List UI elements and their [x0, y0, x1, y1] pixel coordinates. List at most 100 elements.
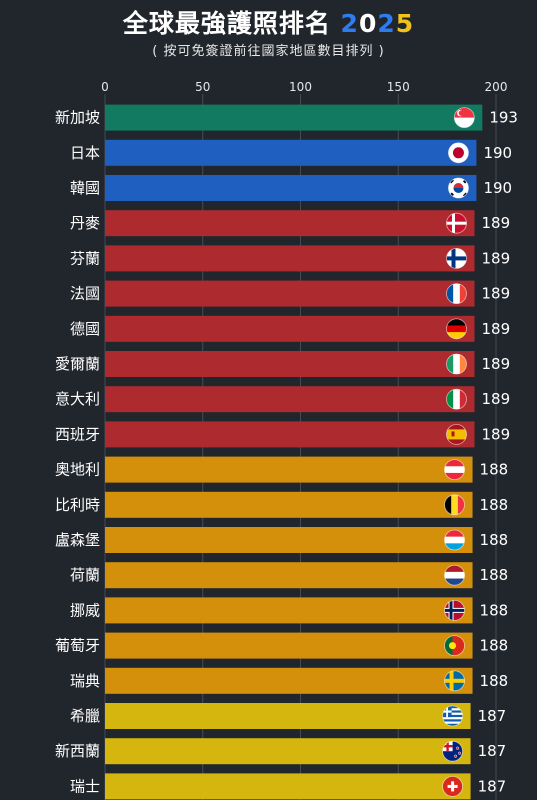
- bar-row-3: 丹麥 189: [70, 210, 510, 237]
- bar-11: [105, 491, 473, 518]
- category-label-0: 新加坡: [55, 109, 100, 127]
- x-tick-label-2: 100: [289, 80, 312, 94]
- bar-5: [105, 280, 475, 307]
- category-label-10: 奧地利: [55, 461, 100, 479]
- norway-flag-icon: [444, 600, 465, 621]
- value-label-4: 189: [481, 249, 510, 267]
- france-flag-icon: [446, 283, 467, 305]
- value-label-0: 193: [489, 109, 518, 127]
- category-label-1: 日本: [70, 144, 100, 162]
- portugal-flag-icon: [444, 635, 465, 656]
- bar-12: [105, 527, 473, 553]
- category-label-14: 挪威: [70, 601, 100, 619]
- category-label-15: 葡萄牙: [55, 637, 100, 655]
- category-label-5: 法國: [70, 285, 100, 303]
- austria-flag-icon: [444, 459, 465, 481]
- bar-row-18: 新西蘭 187: [55, 738, 507, 765]
- bar-4: [105, 245, 475, 272]
- bar-0: [105, 104, 483, 131]
- bar-row-12: 盧森堡 188: [55, 527, 508, 553]
- title-year-digit-2: 2: [377, 9, 396, 38]
- bar-row-7: 愛爾蘭 189: [55, 351, 510, 377]
- value-label-13: 188: [480, 566, 509, 584]
- title-year-digit-1: 0: [358, 9, 378, 38]
- title-year-digit-3: 5: [395, 9, 415, 38]
- chart-title: 全球最強護照排名 2025: [0, 4, 537, 40]
- category-label-13: 荷蘭: [70, 566, 100, 584]
- italy-flag-icon: [446, 388, 467, 410]
- bar-16: [105, 667, 473, 694]
- value-label-8: 189: [481, 390, 510, 408]
- value-label-7: 189: [481, 355, 510, 373]
- bar-row-17: 希臘 187: [70, 703, 506, 729]
- spain-flag-icon: [446, 423, 467, 445]
- bar-row-16: 瑞典 188: [70, 667, 509, 694]
- bar-row-4: 芬蘭 189: [70, 245, 510, 272]
- bar-row-11: 比利時 188: [55, 491, 509, 518]
- category-label-11: 比利時: [55, 496, 100, 514]
- bar-row-19: 瑞士 187: [70, 773, 507, 800]
- x-tick-label-0: 0: [101, 80, 109, 94]
- bar-17: [105, 703, 471, 729]
- sweden-flag-icon: [444, 670, 465, 692]
- value-label-17: 187: [478, 707, 507, 725]
- value-label-10: 188: [480, 461, 509, 479]
- luxembourg-flag-icon: [444, 529, 465, 551]
- denmark-flag-icon: [446, 212, 467, 234]
- greece-flag-icon: [442, 705, 463, 727]
- value-label-9: 189: [481, 425, 510, 443]
- germany-flag-icon: [446, 318, 467, 340]
- title-year-digit-0: 2: [340, 9, 359, 38]
- bar-15: [105, 632, 473, 659]
- category-label-18: 新西蘭: [55, 742, 100, 760]
- x-tick-label-3: 150: [387, 80, 410, 94]
- value-label-2: 190: [483, 179, 512, 197]
- value-label-6: 189: [481, 320, 510, 338]
- bar-row-0: 新加坡 193: [55, 104, 518, 131]
- bar-3: [105, 210, 475, 237]
- value-label-15: 188: [480, 637, 509, 655]
- bar-18: [105, 738, 471, 765]
- category-label-4: 芬蘭: [70, 249, 100, 267]
- bar-2: [105, 175, 477, 201]
- bar-19: [105, 773, 471, 800]
- bar-6: [105, 315, 475, 342]
- switzerland-flag-icon: [442, 776, 463, 797]
- x-tick-label-1: 50: [195, 80, 210, 94]
- bar-1: [105, 139, 477, 166]
- bar-row-15: 葡萄牙 188: [55, 632, 509, 659]
- bar-10: [105, 456, 473, 483]
- bar-row-2: 韓國 190: [70, 175, 512, 201]
- category-label-12: 盧森堡: [55, 531, 100, 549]
- category-label-6: 德國: [70, 320, 100, 338]
- category-label-3: 丹麥: [70, 214, 100, 232]
- category-label-2: 韓國: [70, 179, 100, 197]
- bar-row-8: 意大利 189: [55, 386, 510, 413]
- category-label-7: 愛爾蘭: [55, 355, 100, 373]
- value-label-19: 187: [478, 777, 507, 795]
- value-label-18: 187: [478, 742, 507, 760]
- bar-row-9: 西班牙 189: [55, 421, 510, 448]
- ireland-flag-icon: [446, 353, 467, 375]
- category-label-8: 意大利: [55, 390, 100, 408]
- category-label-16: 瑞典: [70, 672, 100, 690]
- title-text: 全球最強護照排名: [122, 9, 341, 38]
- category-label-17: 希臘: [70, 707, 100, 725]
- value-label-1: 190: [483, 144, 512, 162]
- bar-13: [105, 562, 473, 589]
- x-tick-label-4: 200: [485, 80, 508, 94]
- netherlands-flag-icon: [444, 564, 465, 586]
- value-label-16: 188: [480, 672, 509, 690]
- bar-14: [105, 597, 473, 624]
- bar-row-5: 法國 189: [70, 280, 510, 307]
- south-korea-flag-icon: [448, 177, 469, 199]
- singapore-flag-icon: [453, 107, 475, 128]
- value-label-3: 189: [481, 214, 510, 232]
- bar-row-10: 奧地利 188: [55, 456, 509, 483]
- value-label-14: 188: [480, 601, 509, 619]
- value-label-11: 188: [480, 496, 509, 514]
- finland-flag-icon: [446, 247, 467, 269]
- bar-7: [105, 351, 475, 377]
